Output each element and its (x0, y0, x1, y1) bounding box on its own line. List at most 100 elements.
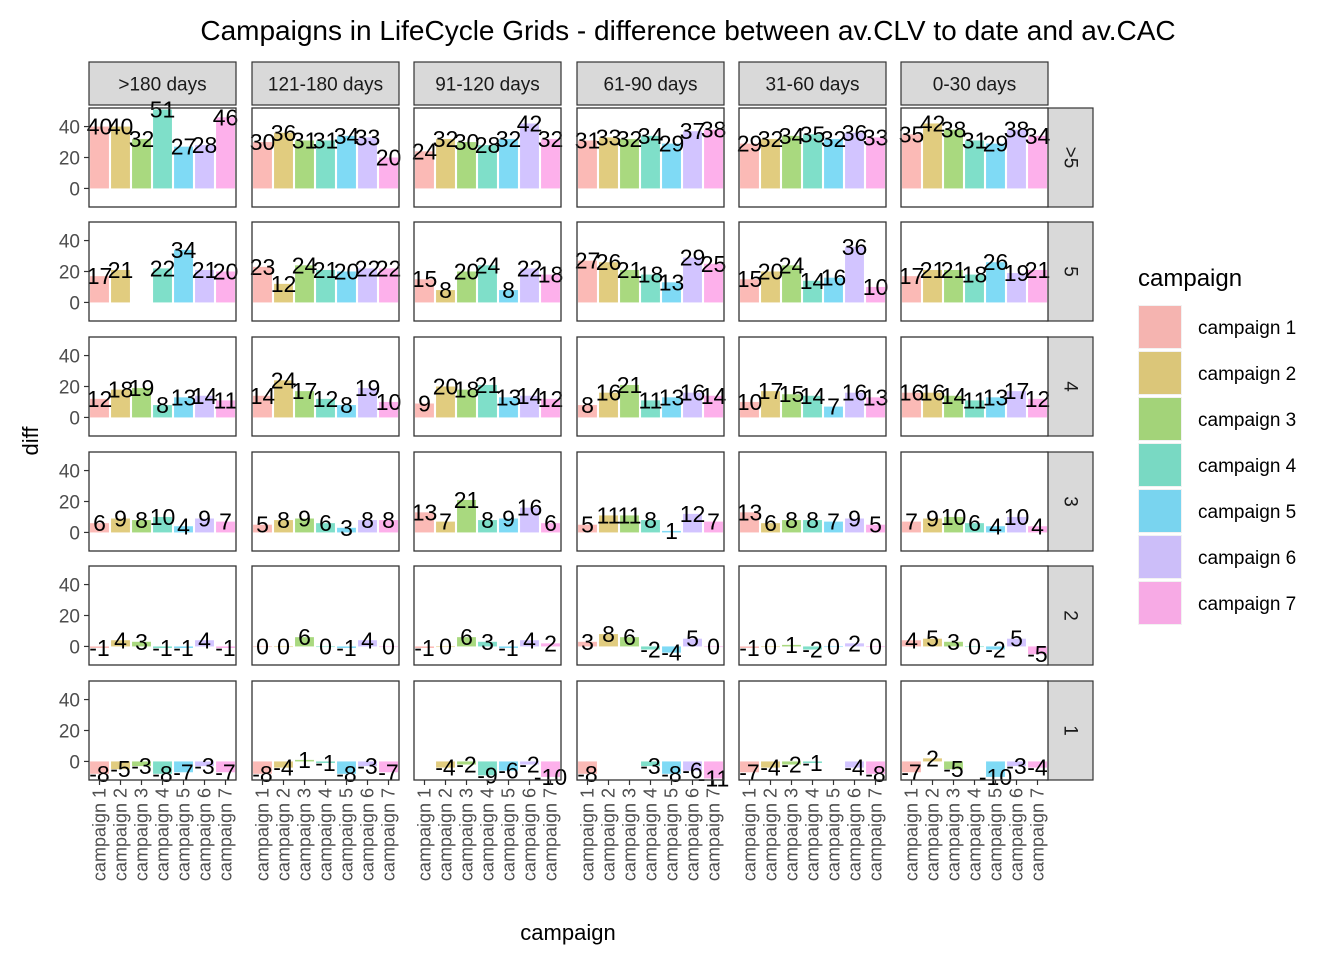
panel-border (576, 107, 725, 208)
bar-value-label: 8 (361, 507, 374, 533)
row-strip (1046, 680, 1094, 781)
bar-value-label: 13 (171, 384, 197, 410)
bar-value-label: 32 (129, 126, 155, 152)
x-tick-label: campaign 2 (599, 788, 619, 881)
panel-border (413, 107, 562, 208)
bar (90, 276, 109, 303)
row-strip (1046, 107, 1094, 208)
bar (457, 142, 476, 189)
bar-value-label: 16 (517, 495, 543, 521)
panel-border (900, 336, 1049, 437)
bar-value-label: 8 (277, 507, 290, 533)
bar (499, 761, 518, 771)
bar (195, 640, 214, 647)
bar-value-label: 5 (926, 626, 939, 652)
x-tick-label: campaign 6 (520, 788, 540, 881)
x-tick-label: campaign 7 (541, 788, 561, 881)
bar-value-label: -4 (1027, 755, 1048, 781)
facet-grid: >180 days 121-180 days 91-120 days 61-90 da… (59, 61, 1094, 881)
bar-value-label: 7 (905, 509, 918, 535)
bar-value-label: 0 (869, 633, 882, 659)
bar (620, 269, 639, 303)
bar (803, 646, 822, 650)
bar (436, 386, 455, 418)
panel-background (89, 337, 236, 436)
y-tick-label: 0 (69, 523, 80, 544)
bar-value-label: 1 (665, 518, 678, 544)
bar (986, 646, 1005, 650)
bar (253, 142, 272, 189)
bar-value-label: 14 (250, 383, 276, 409)
bar (1007, 391, 1026, 418)
bar-value-label: 23 (250, 254, 276, 280)
x-tick-label: campaign 3 (944, 788, 964, 881)
bar (274, 520, 293, 533)
bar-value-label: -1 (215, 635, 235, 661)
panel-background (414, 566, 561, 665)
bar-value-label: 8 (502, 277, 515, 303)
bar (662, 282, 681, 303)
column-strip (88, 61, 237, 106)
bar (216, 646, 235, 648)
panel-border (738, 565, 887, 666)
panel-border (738, 451, 887, 552)
bar (153, 516, 172, 533)
bar (578, 405, 597, 418)
bar (90, 646, 109, 648)
bar (782, 644, 801, 647)
bar-value-label: 14 (517, 383, 543, 409)
x-tick-label: campaign 4 (478, 788, 498, 881)
bar-value-label: 29 (983, 131, 1009, 157)
bar-value-label: -4 (844, 755, 865, 781)
panel-background (89, 452, 236, 551)
legend-entry-label: campaign 3 (1198, 410, 1296, 431)
legend-entry-label: campaign 7 (1198, 594, 1296, 615)
bar-value-label: -3 (1006, 753, 1026, 779)
bar-value-label: 4 (905, 627, 918, 653)
bar-value-label: -3 (131, 753, 151, 779)
panel-background (414, 452, 561, 551)
panel-border (251, 451, 400, 552)
bar (379, 401, 398, 418)
bar (704, 646, 723, 648)
bar (986, 262, 1005, 303)
bar-value-label: 8 (382, 507, 395, 533)
bar-value-label: 24 (292, 252, 318, 278)
x-tick-label: campaign 6 (195, 788, 215, 881)
legend-swatch (1139, 398, 1181, 440)
bar-value-label: -2 (640, 637, 660, 663)
bar-value-label: -1 (336, 635, 356, 661)
bar (174, 146, 193, 189)
panel-border (900, 221, 1049, 322)
bar (153, 268, 172, 303)
bar (845, 246, 864, 303)
y-tick-label: 40 (59, 232, 80, 253)
bar-value-label: 13 (659, 384, 685, 410)
bar-value-label: 0 (707, 633, 720, 659)
bar-value-label: 8 (806, 507, 819, 533)
bar (824, 646, 843, 648)
bar (111, 389, 130, 418)
bar (316, 398, 335, 418)
panel-background (89, 566, 236, 665)
bar-value-label: 2 (544, 630, 557, 656)
bar-value-label: 51 (150, 97, 176, 123)
bar-value-label: 22 (355, 255, 381, 281)
bar (216, 117, 235, 189)
bar-value-label: 34 (334, 123, 360, 149)
bar-value-label: -1 (802, 750, 822, 776)
bar-value-label: -5 (110, 756, 130, 782)
bar (641, 646, 660, 650)
row-strip-label: 1 (1060, 725, 1081, 736)
bar (358, 520, 377, 533)
bar (578, 641, 597, 647)
bar-value-label: 16 (596, 380, 622, 406)
bar-value-label: 4 (177, 513, 190, 539)
bar (195, 518, 214, 533)
x-tick-label: campaign 2 (436, 788, 456, 881)
bar-value-label: 8 (481, 507, 494, 533)
bar (824, 138, 843, 189)
bar (845, 132, 864, 189)
bar-value-label: 10 (863, 274, 889, 300)
x-tick-label: campaign 1 (415, 788, 435, 881)
